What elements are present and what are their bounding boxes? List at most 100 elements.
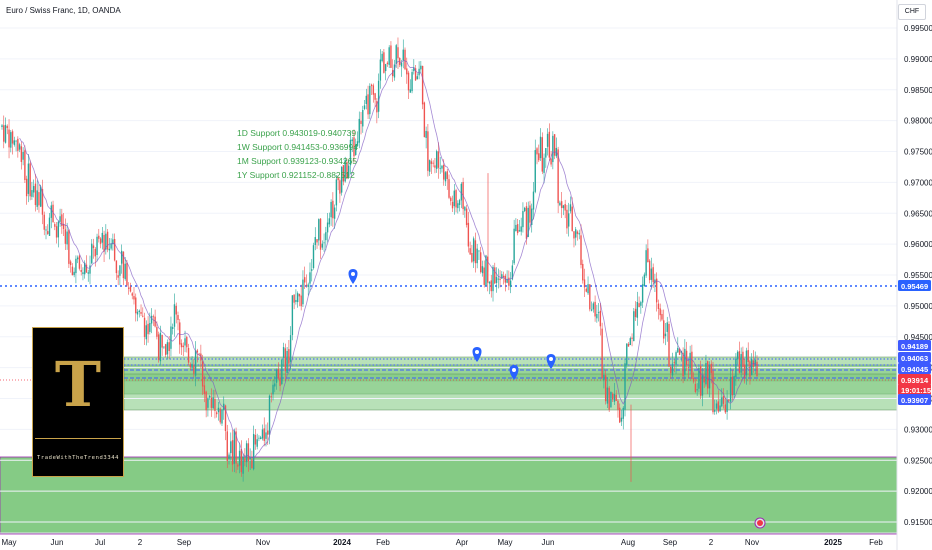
candle-body: [608, 387, 610, 410]
candle-body: [298, 293, 301, 297]
candle-body: [663, 320, 665, 339]
candle-body: [142, 315, 144, 317]
candle-body: [562, 205, 565, 209]
price-tag-bg: [898, 352, 931, 363]
candle-body: [567, 213, 570, 227]
candle-body: [502, 275, 505, 278]
candle-body: [69, 261, 72, 266]
candle-body: [208, 395, 211, 398]
candle-body: [472, 238, 475, 262]
news-marker-dot: [757, 520, 763, 526]
candle-body: [221, 409, 223, 424]
candle-body: [47, 231, 49, 234]
candle-body: [168, 342, 170, 352]
candle-body: [84, 262, 86, 275]
candle-body: [163, 346, 165, 348]
candle-body: [582, 263, 584, 281]
candle-body: [91, 243, 93, 264]
candle-body: [717, 401, 719, 412]
candle-body: [435, 151, 438, 169]
candle-body: [233, 430, 236, 464]
candle-body: [443, 164, 445, 180]
candle-body: [497, 278, 499, 280]
candle-body: [68, 229, 70, 264]
candle-body: [525, 206, 528, 239]
time-tick-label: Feb: [869, 538, 883, 547]
candle-body: [677, 347, 679, 353]
candle-body: [444, 172, 447, 182]
candle-body: [465, 208, 468, 225]
candle-body: [569, 204, 572, 212]
time-axis: May Jun Jul 2 Sep Nov 2024 Feb Apr May Jun Aug Sep 2 N…: [0, 532, 897, 547]
event-marker[interactable]: [509, 365, 519, 380]
candle-body: [305, 284, 308, 286]
candle-body: [173, 304, 176, 327]
candle-body: [333, 207, 336, 219]
event-marker[interactable]: [546, 354, 556, 369]
candle-body: [76, 257, 79, 260]
candle-body: [516, 224, 519, 234]
support-zones: [0, 356, 898, 535]
candle-body: [411, 72, 413, 92]
marker-pin: [546, 354, 556, 369]
time-tick-label: Aug: [621, 538, 635, 547]
candle-body: [377, 80, 380, 112]
candle-body: [536, 148, 538, 155]
candle-body: [418, 68, 420, 76]
candle-body: [6, 126, 8, 128]
candle-body: [559, 202, 561, 206]
candle-body: [754, 359, 756, 366]
candle-body: [277, 368, 280, 379]
candle-body: [244, 458, 246, 462]
candle-body: [59, 216, 61, 222]
price-tag: 0.94045: [898, 363, 931, 374]
candle-body: [73, 271, 75, 276]
candle-body: [24, 150, 26, 181]
currency-button[interactable]: CHF: [898, 4, 926, 20]
candle-body: [545, 148, 547, 158]
candle-body: [340, 166, 343, 193]
candle-body: [666, 322, 668, 332]
candle-body: [348, 165, 350, 177]
candle-body: [434, 165, 436, 168]
candle-body: [583, 279, 586, 288]
candle-body: [648, 260, 651, 281]
news-marker[interactable]: [754, 517, 766, 529]
support-zone-3: [0, 456, 898, 535]
candle-body: [106, 231, 109, 250]
candle-body: [268, 395, 271, 435]
event-marker[interactable]: [472, 347, 482, 362]
candle-body: [564, 204, 566, 211]
candle-body: [101, 232, 104, 243]
candle-body: [307, 284, 309, 287]
candle-body: [529, 205, 531, 223]
candle-body: [400, 62, 403, 67]
candle-body: [187, 347, 190, 363]
price-tag: 0.94189: [898, 340, 931, 351]
candle-body: [85, 264, 88, 273]
time-tick-label: Nov: [745, 538, 759, 547]
candle-body: [469, 248, 471, 255]
candle-body: [228, 454, 230, 459]
candle-body: [96, 236, 98, 255]
candle-body: [622, 407, 624, 419]
price-tag: 0.95469: [898, 280, 931, 291]
candle-body: [407, 72, 410, 91]
candle-body: [538, 153, 540, 161]
candle-body: [420, 65, 422, 70]
candle-body: [428, 160, 431, 172]
time-tick-label: Jun: [542, 538, 555, 547]
candle-body: [481, 266, 484, 274]
candle-body: [140, 312, 142, 314]
time-tick-label: Jul: [95, 538, 105, 547]
candle-body: [1, 125, 3, 128]
event-marker[interactable]: [348, 269, 358, 284]
price-tag-bg: [898, 363, 931, 374]
candle-body: [191, 363, 193, 369]
candle-body: [78, 255, 81, 269]
candle-body: [640, 302, 642, 306]
candle-body: [650, 268, 653, 280]
candle-body: [254, 435, 257, 445]
candle-body: [518, 230, 521, 232]
